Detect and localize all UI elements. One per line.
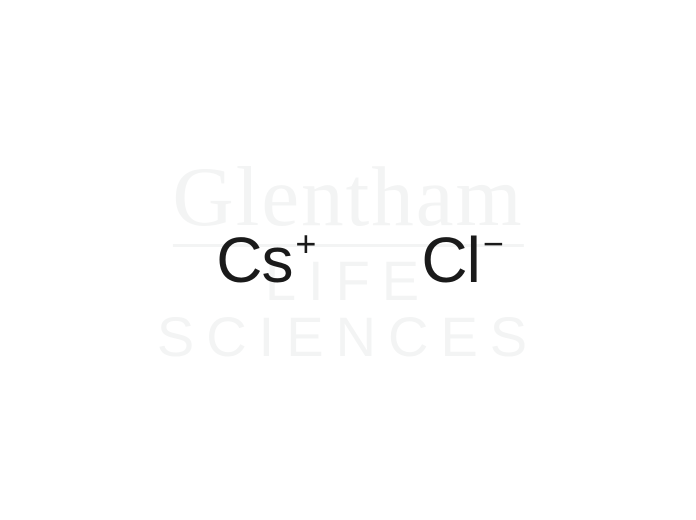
cation-symbol: Cs <box>216 224 292 296</box>
anion-symbol: Cl <box>421 224 479 296</box>
anion-charge: − <box>483 223 504 265</box>
cation: Cs + <box>216 223 292 297</box>
anion: Cl − <box>421 223 479 297</box>
cation-charge: + <box>295 223 316 265</box>
diagram-canvas: Glentham LIFE SCIENCES Cs + Cl − <box>0 0 696 520</box>
chemical-formula: Cs + Cl − <box>216 223 480 297</box>
